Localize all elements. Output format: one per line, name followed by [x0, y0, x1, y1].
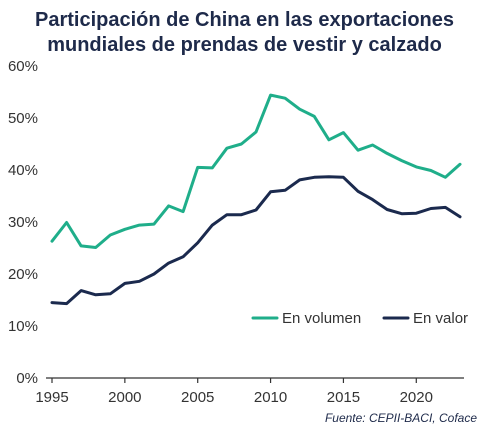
series-lines [50, 93, 462, 306]
x-tick-label: 2000 [108, 389, 141, 406]
y-axis-tick-labels: 0% 10% 20% 30% 40% 50% 60% [8, 58, 38, 387]
x-tick-label: 2010 [254, 389, 287, 406]
chart-title-line-2: mundiales de prendas de vestir y calzado [47, 34, 442, 56]
series-line-volumen [50, 93, 462, 249]
x-tick-label: 2020 [400, 389, 433, 406]
y-tick-label: 10% [8, 318, 38, 335]
y-tick-label: 60% [8, 58, 38, 75]
chart-title: Participación de China en las exportacio… [0, 8, 489, 58]
y-tick-label: 30% [8, 214, 38, 231]
y-tick-label: 0% [16, 370, 38, 387]
chart-title-line-1: Participación de China en las exportacio… [34, 9, 455, 31]
x-axis: 1995 2000 2005 2010 2015 2020 [35, 377, 464, 406]
x-tick-label: 1995 [35, 389, 68, 406]
y-tick-label: 50% [8, 110, 38, 127]
source-note: Fuente: CEPII-BACI, Coface [324, 411, 477, 425]
legend-label: En valor [413, 310, 468, 327]
y-tick-label: 40% [8, 162, 38, 179]
x-tick-label: 2005 [181, 389, 214, 406]
y-tick-label: 20% [8, 266, 38, 283]
x-tick-label: 2015 [327, 389, 360, 406]
legend-label: En volumen [282, 310, 361, 327]
legend: En volumen En valor [251, 310, 468, 327]
series-line-valor [50, 175, 462, 306]
